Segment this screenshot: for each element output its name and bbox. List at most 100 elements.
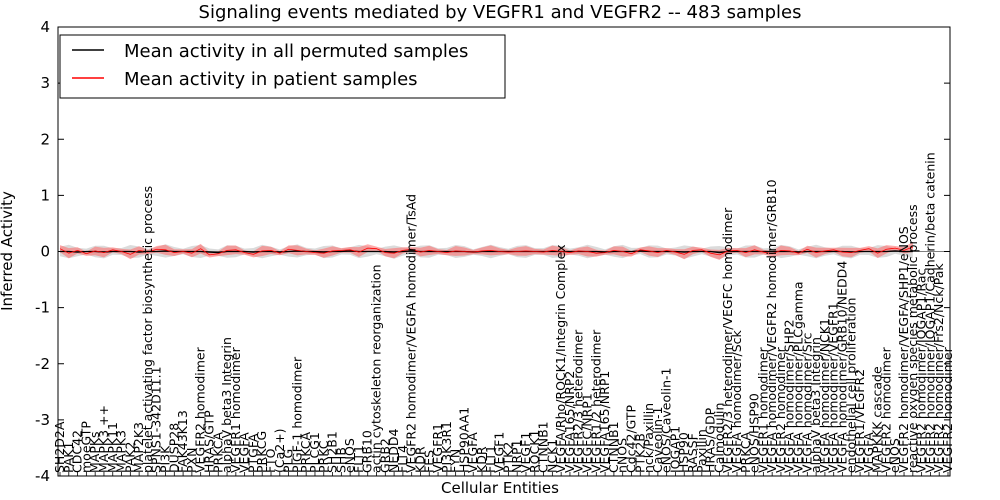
x-tick-label: SPNS1-342D11.1 [149,366,164,473]
x-tick-label: PTK2B [632,433,647,473]
x-tick-label: VEGFA homodimer/Sck [729,329,744,473]
x-tick-label: PRKC [316,440,331,473]
x-tick-label: HSP90AA1 [456,407,471,473]
x-tick-label: MAPK3 [114,430,129,473]
x-tick-label: VEGFR1/2 heterodimer [588,329,603,473]
x-tick-label: alphaV beta3 Integrin [219,337,234,473]
x-tick-label: platelet activating factor biosynthetic … [140,186,155,473]
x-tick-label: MAP2K3 [131,422,146,473]
x-tick-label: PAK2 [122,442,137,473]
x-tick-label: VEGFA homodimer/NCK1 [817,318,832,473]
legend: Mean activity in all permuted samples Me… [59,34,506,99]
series-line-permuted [60,250,913,254]
x-tick-label: MAPKs [87,431,102,473]
x-tick-label: FLT4 [395,445,410,473]
x-tick-label: VEGFC/NRP1 [580,393,595,473]
x-tick-label: VEGFR1/VEGFR2 [852,369,867,473]
x-tick-label: GRB2 [377,438,392,473]
x-tick-label: VEGFR2 homodimer [878,346,893,473]
legend-box [59,34,506,99]
x-tick-label: PLCG1 [307,432,322,473]
x-tick-label: eNOS/HSP90 [747,393,762,473]
x-tick-label: VEGFR2 homodimer [940,346,955,473]
x-tick-label: nNOS [615,438,630,473]
x-tick-label: VEGFA/Rho/ROCK1/Integrin Complex [553,245,568,474]
x-tick-label: eNOS/Caveolin-1 [659,368,674,473]
x-tick-label: CTNNB1 [536,421,551,473]
x-tick-label: PRKCA [738,432,753,473]
x-tick-label: SH2D2A [52,421,67,473]
y-tick-label: -1 [35,299,50,317]
x-tick-label: VEGFR1 homodimer [228,346,243,473]
x-tick-label: VEGFA homodimer/VEGFR2 homodimer/GRB10 [764,179,779,473]
x-tick-label: PRKCG [254,431,269,473]
x-tick-label: Calmodulin [711,403,726,473]
x-tick-label: endothelial cell proliferation [843,298,858,473]
x-tick-label: PTGFA [245,433,260,473]
y-tick-label: 1 [40,186,50,204]
x-tick-label: VEGFR2 homodimer [193,346,208,473]
x-tick-label: GRB10 [360,430,375,473]
x-tick-label: PAK1 [61,442,76,473]
x-tick-label: Paxillin [694,429,709,473]
x-tick-label: VEGFR1 homodimer [755,346,770,473]
x-axis-label: Cellular Entities [441,479,559,497]
x-tick-label: FTO [263,448,278,473]
x-tick-label: VEGF1 [518,432,533,473]
x-tick-label: KDR [474,446,489,473]
x-tick-label: NEDD4 [386,429,401,473]
x-tick-label: NRP1 [509,439,524,473]
x-tick-label: Cdc42/GTP [623,404,638,473]
y-tick-label: 2 [40,130,50,148]
x-tick-label: SHB [333,447,348,473]
x-tick-label: (Ca2+) [272,428,287,473]
x-tick-label: IQGAP1 [667,426,682,473]
x-tick-label: VEGFA homodimer/Src [799,332,814,473]
x-tick-label: PXN [184,448,199,473]
chart-title: Signaling events mediated by VEGFR1 and … [199,2,802,23]
x-tick-label: nck/Paxillin [641,403,656,473]
y-tick-label: -3 [35,411,50,429]
x-tick-label: MAPK3 ++ [96,405,111,473]
x-tick-label: HSP90 [676,432,691,473]
x-tick-label: RASSF [685,433,700,473]
x-tick-label: alphaV beta3 Integrin [808,337,823,473]
x-tick-label: CTNNB1 [606,421,621,473]
x-tick-label: CDC42 [70,430,85,473]
x-tick-label: VEGFA homodimer/PLCgamma [791,281,806,473]
x-tick-label: VEGFA [465,432,480,473]
x-tick-label: SH2B1 [325,431,340,473]
x-tick-label: VEGFR2 homodimer/VEGFA homodimer/TsAd [404,194,419,473]
x-tick-label: MAPK11 [105,422,120,473]
y-tick-label: -2 [35,355,50,373]
x-tick-label: HRAS/GDP [703,407,718,473]
y-tick-label: -4 [35,467,50,485]
x-tick-label: PTK2 [500,442,515,473]
y-tick-label: 4 [40,18,50,36]
series-line-patient [59,246,913,256]
x-tick-label: MAPKKK cascade [870,366,885,473]
x-tick-label: reactive oxygen species metabolic proces… [905,204,920,473]
x-tick-label: PRKCA [210,432,225,473]
x-tick-label: Caveolin-1 [650,407,665,473]
x-tick-label: FES [421,450,436,473]
x-tick-label: eNOS [887,438,902,473]
x-tick-label: VEGF1 [492,432,507,473]
x-tick-label: VEGFA165/NRP2 [562,371,577,473]
x-tick-label: VEGFR2/3 heterodimer/VEGFC homodimer [720,207,735,473]
x-tick-label: VEGFR2 homodimer/Frs2/Nck/Pak [931,263,946,473]
x-tick-label: VEGFA [861,432,876,473]
x-tick-label: ROCK1 [527,430,542,473]
y-tick-label: 0 [40,243,50,261]
x-tick-label: VEGFR2 homodimer/IQGAP1/Cadherin/beta ca… [922,152,937,473]
x-tick-label: DUSP28 [166,423,181,473]
x-tick-label: VEGFA165/NRP1 [597,371,612,473]
legend-label-permuted: Mean activity in all permuted samples [124,41,468,62]
y-tick-label: 3 [40,74,50,92]
x-tick-label: VEGFA homodimer/GRB10/NEDD4 [834,261,849,473]
x-tick-label: KDR [412,446,427,473]
x-tick-label: FLT1 [483,445,498,473]
x-tick-label: FAK43K13 [175,410,190,473]
y-axis-label: Inferred Activity [0,191,16,311]
